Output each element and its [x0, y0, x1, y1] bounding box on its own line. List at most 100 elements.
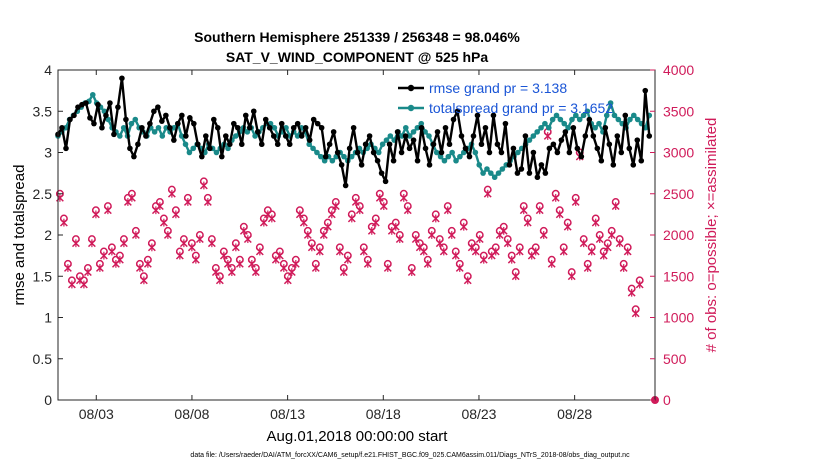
obs-assimilated-marker [399, 193, 408, 202]
x-tick-label: 08/28 [557, 406, 592, 422]
totalspread-point [445, 153, 452, 160]
rmse-point [95, 101, 101, 108]
rmse-point [402, 133, 409, 139]
obs-assimilated-marker [127, 193, 136, 202]
obs-assimilated-marker [135, 264, 144, 272]
y-left-tick-label: 1.5 [33, 268, 53, 284]
obs-assimilated-marker [379, 202, 388, 211]
totalspread-point [314, 149, 320, 156]
obs-assimilated-marker [507, 255, 516, 264]
rmse-point [135, 141, 141, 148]
rmse-point [474, 112, 481, 119]
rmse-point [286, 141, 293, 148]
y-right-tick-label: 3500 [663, 103, 694, 119]
totalspread-point [329, 157, 336, 164]
rmse-point [378, 170, 385, 176]
obs-assimilated-marker [303, 231, 312, 239]
rmse-point [594, 145, 601, 152]
totalspread-point [480, 170, 486, 176]
totalspread-point [128, 120, 135, 127]
totalspread-point [472, 149, 479, 156]
totalspread-point [491, 174, 498, 181]
y-left-tick-label: 2.5 [33, 186, 53, 202]
totalspread-point [596, 120, 602, 127]
obs-assimilated-marker [391, 222, 400, 231]
obs-assimilated-marker [583, 264, 592, 272]
rmse-point [410, 137, 417, 143]
rmse-point [610, 162, 617, 168]
totalspread-point [294, 133, 301, 139]
rmse-point [254, 129, 261, 135]
rmse-point [91, 120, 97, 127]
rmse-point [127, 145, 133, 152]
rmse-point [163, 112, 169, 119]
rmse-point [175, 120, 181, 127]
obs-assimilated-marker [87, 239, 96, 248]
rmse-point [191, 120, 197, 127]
totalspread-point [627, 116, 633, 123]
y-right-tick-label: 2500 [663, 186, 694, 202]
totalspread-point [410, 129, 417, 135]
totalspread-point [178, 133, 185, 139]
totalspread-point [306, 141, 312, 148]
obs-assimilated-marker [615, 239, 624, 248]
obs-assimilated-marker [443, 206, 452, 215]
totalspread-point [159, 133, 166, 139]
rmse-point [123, 116, 129, 123]
totalspread-point [549, 116, 556, 123]
rmse-point [131, 153, 137, 160]
obs-assimilated-marker [559, 247, 568, 256]
rmse-point [498, 149, 505, 156]
obs-assimilated-marker [475, 235, 484, 244]
totalspread-point [426, 133, 432, 139]
totalspread-point [449, 149, 455, 156]
obs-assimilated-marker [191, 255, 200, 264]
rmse-point [626, 145, 633, 152]
rmse-point [115, 104, 121, 110]
rmse-point [526, 170, 533, 176]
rmse-point [83, 100, 89, 106]
rmse-point [614, 133, 621, 139]
obs-assimilated-marker [267, 214, 276, 223]
obs-assimilated-marker [363, 259, 372, 268]
obs-assimilated-marker [611, 202, 620, 211]
y-right-tick-label: 2000 [663, 227, 694, 243]
y-left-tick-label: 3 [44, 145, 52, 161]
obs-assimilated-marker [459, 222, 468, 231]
obs-assimilated-marker [243, 235, 252, 244]
rmse-point [155, 104, 161, 110]
rmse-point [310, 116, 317, 123]
totalspread-point [576, 116, 583, 123]
rmse-point [290, 124, 297, 131]
obs-assimilated-marker [503, 239, 512, 248]
totalspread-point [476, 162, 483, 168]
totalspread-point [155, 124, 162, 131]
x-tick-label: 08/03 [79, 406, 114, 422]
obs-assimilated-marker [299, 218, 308, 227]
y-left-tick-label: 3.5 [33, 103, 53, 119]
rmse-point [630, 162, 637, 168]
y-right-tick-label: 3000 [663, 145, 694, 161]
rmse-point [119, 75, 125, 82]
rmse-point [502, 120, 509, 127]
totalspread-point [545, 124, 552, 131]
obs-assimilated-marker [419, 247, 428, 256]
rmse-point [418, 124, 425, 131]
rmse-point [71, 112, 77, 119]
obs-assimilated-marker [515, 247, 524, 256]
obs-assimilated-marker [239, 226, 248, 235]
obs-assimilated-marker [295, 210, 304, 219]
totalspread-point [526, 137, 533, 143]
obs-assimilated-marker [427, 231, 436, 239]
obs-assimilated-marker [411, 235, 420, 244]
obs-assimilated-marker [307, 243, 316, 252]
totalspread-point [631, 112, 637, 119]
rmse-point [414, 157, 421, 164]
totalspread-point [495, 170, 502, 176]
rmse-point [238, 141, 245, 148]
rmse-point [390, 157, 397, 164]
rmse-point [314, 120, 321, 127]
obs-assimilated-marker [375, 193, 384, 202]
obs-assimilated-marker [579, 239, 588, 248]
